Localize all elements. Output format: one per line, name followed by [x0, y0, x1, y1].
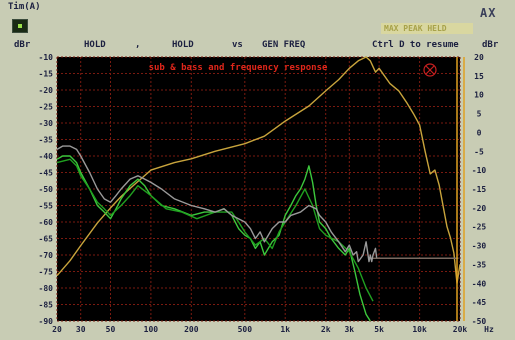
x-tick-label: 2k — [321, 325, 331, 334]
left-axis-unit: dBr — [14, 40, 31, 50]
left-tick-label: -90 — [39, 317, 54, 326]
left-tick-label: -45 — [39, 169, 54, 178]
series-line-1 — [56, 56, 461, 284]
left-tick-label: -80 — [39, 284, 54, 293]
resume-hint: Ctrl D to resume — [372, 40, 459, 50]
status-badge — [381, 23, 473, 34]
left-tick-label: -35 — [39, 136, 54, 145]
left-tick-label: -55 — [39, 202, 54, 211]
traces — [56, 56, 461, 322]
left-tick-label: -30 — [39, 119, 54, 128]
left-tick-label: -65 — [39, 235, 54, 244]
left-tick-label: -10 — [39, 53, 54, 62]
status-text: MAX PEAK HELD — [384, 24, 447, 33]
x-tick-label: 30 — [76, 325, 86, 334]
right-axis-unit: dBr — [482, 40, 499, 50]
x-tick-label: 3k — [344, 325, 354, 334]
gen-freq-label[interactable]: GEN FREQ — [262, 40, 306, 50]
x-tick-label: 20k — [453, 325, 468, 334]
grid — [56, 56, 461, 322]
right-tick-label: -40 — [472, 279, 487, 288]
left-tick-label: -40 — [39, 152, 54, 161]
left-axis: -10 -15 -20 -25 -30 -35 -40 -45 -50 -55 -60 -65 -70 -… — [39, 53, 54, 326]
trace-indicator-icon[interactable] — [12, 19, 28, 33]
right-tick-label: -25 — [472, 223, 487, 232]
vs-label: vs — [232, 40, 243, 50]
x-tick-label: 10k — [412, 325, 427, 334]
right-tick-label: 10 — [474, 91, 484, 100]
x-tick-label: 20 — [52, 325, 62, 334]
series-line-4 — [56, 145, 459, 263]
left-tick-label: -85 — [39, 301, 54, 310]
x-axis: 20 30 50 100 200 500 1k 2k 3k 5k 10k 20k Hz — [52, 325, 494, 334]
x-tick-label: 50 — [106, 325, 116, 334]
right-tick-label: 20 — [474, 53, 484, 62]
left-tick-label: -60 — [39, 218, 54, 227]
right-axis: 20 15 10 5 0 -5 -10 -15 -20 -25 -30 -35 -40 -45 -50 — [472, 53, 487, 326]
separator-label: , — [135, 40, 141, 50]
right-tick-label: 5 — [477, 110, 482, 119]
window-title: Tim(A) — [8, 2, 41, 12]
hold-label-1[interactable]: HOLD — [84, 40, 106, 50]
left-tick-label: -15 — [39, 70, 54, 79]
left-tick-label: -25 — [39, 103, 54, 112]
marker — [456, 57, 465, 321]
window-controls[interactable]: AX — [480, 6, 497, 20]
right-tick-label: -50 — [472, 317, 487, 326]
right-tick-label: -20 — [472, 204, 487, 213]
right-tick-label: 0 — [477, 128, 482, 137]
right-tick-label: -10 — [472, 166, 487, 175]
series-line-2 — [56, 155, 371, 322]
hold-label-2[interactable]: HOLD — [172, 40, 194, 50]
right-tick-label: -15 — [472, 185, 487, 194]
left-tick-label: -70 — [39, 251, 54, 260]
x-tick-label: 200 — [184, 325, 199, 334]
right-tick-label: -45 — [472, 298, 487, 307]
left-tick-label: -75 — [39, 268, 54, 277]
x-tick-label: 100 — [144, 325, 159, 334]
right-tick-label: -35 — [472, 260, 487, 269]
left-tick-label: -50 — [39, 185, 54, 194]
left-tick-label: -20 — [39, 86, 54, 95]
chart-title: sub & bass and frequency response — [149, 63, 328, 73]
right-tick-label: -5 — [474, 147, 484, 156]
close-symbol-icon[interactable] — [423, 63, 437, 77]
x-tick-label: 5k — [374, 325, 384, 334]
right-tick-label: -30 — [472, 242, 487, 251]
x-tick-label: 1k — [280, 325, 290, 334]
x-tick-label: 500 — [238, 325, 253, 334]
right-tick-label: 15 — [474, 72, 484, 81]
x-axis-unit: Hz — [484, 325, 494, 334]
